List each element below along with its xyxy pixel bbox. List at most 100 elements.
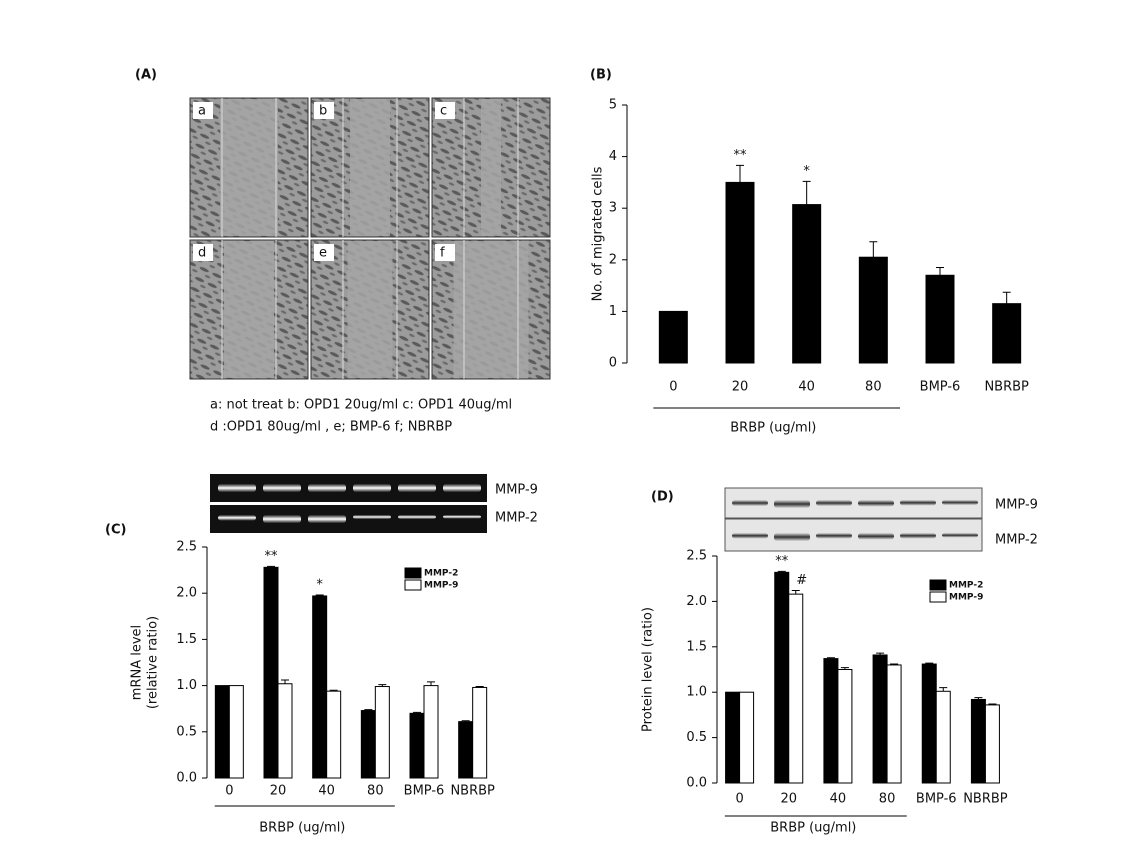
blot-band [858, 500, 894, 507]
blot-band [732, 533, 768, 539]
y-tick-label: 2.5 [686, 549, 707, 564]
bar [725, 181, 755, 364]
error-bar [840, 667, 849, 670]
error-bar [736, 164, 744, 183]
significance-mark: * [316, 578, 323, 593]
y-axis-label: Protein level (ratio) [641, 607, 656, 732]
x-group-label: BRBP (ug/ml) [770, 821, 856, 836]
bar [725, 691, 741, 784]
error-bar [413, 711, 421, 714]
blot-band [774, 533, 810, 541]
error-bar [826, 657, 835, 659]
y-tick-label: 2 [609, 252, 617, 267]
bar [788, 593, 804, 784]
panel-label: (D) [651, 490, 674, 505]
significance-mark: ** [734, 148, 748, 163]
error-bar [1002, 291, 1011, 304]
x-tick-label: NBRBP [450, 784, 495, 799]
micrographs: a b c d e f [189, 97, 551, 380]
wound-gap [350, 99, 390, 236]
x-tick-label: 80 [879, 792, 896, 807]
y-tick-label: 0.5 [686, 730, 707, 745]
error-bar [876, 652, 885, 655]
x-tick-label: BMP-6 [920, 380, 961, 395]
blot-band [816, 500, 852, 506]
x-group-label: BRBP (ug/ml) [259, 821, 345, 836]
legend-swatch [404, 579, 422, 591]
bar [277, 683, 293, 779]
label-box [435, 244, 455, 261]
blot-band [900, 500, 936, 506]
gel-band [443, 515, 481, 519]
legend-label: MMP-9 [949, 593, 983, 603]
bar [458, 721, 474, 779]
panel-label: (A) [135, 68, 157, 83]
wound-gap [347, 241, 393, 378]
gel-band [353, 515, 391, 519]
bar [886, 664, 902, 784]
x-tick-label: 20 [780, 792, 797, 807]
bar [872, 654, 888, 784]
error-bar [475, 686, 484, 688]
image-label: a [198, 104, 206, 119]
blot-band [942, 500, 978, 505]
bar [774, 571, 790, 784]
image-label: c [440, 104, 447, 119]
error-bar [329, 689, 338, 692]
x-tick-label: 20 [270, 784, 287, 799]
y-tick-label: 3 [609, 201, 617, 216]
legend-swatch [929, 591, 947, 603]
y-axis-label: No. of migrated cells [591, 166, 606, 301]
y-tick-label: 1.5 [176, 632, 197, 647]
gel-band [218, 484, 256, 492]
x-tick-label: BMP-6 [404, 784, 445, 799]
gel-band [443, 484, 481, 492]
legend-label: MMP-2 [949, 581, 983, 591]
y-tick-label: 1.0 [686, 685, 707, 700]
wound-gap [481, 99, 501, 236]
y-tick-label: 2.5 [176, 540, 197, 555]
significance-mark: ** [265, 549, 279, 564]
x-tick-label: BMP-6 [916, 792, 957, 807]
gel-band [263, 515, 301, 523]
x-tick-label: 40 [318, 784, 335, 799]
bar [472, 686, 488, 779]
y-tick-label: 1 [609, 304, 617, 319]
y-axis-label: (relative ratio) [146, 616, 161, 709]
blot-band [816, 533, 852, 539]
blot [724, 487, 983, 552]
significance-mark: ** [775, 554, 789, 569]
legend-swatch [929, 579, 947, 591]
error-bar [936, 267, 944, 276]
y-tick-label: 5 [609, 98, 617, 113]
blot-band [900, 533, 936, 539]
image-label: b [319, 104, 327, 119]
caption: d :OPD1 80ug/ml , e; BMP-6 f; NBRBP [210, 420, 452, 435]
error-bar [890, 663, 899, 665]
error-bar [315, 594, 324, 596]
label-box [314, 244, 334, 261]
x-tick-label: NBRBP [963, 792, 1008, 807]
significance-mark: * [803, 164, 810, 179]
bar [739, 691, 755, 784]
image-label: e [319, 246, 327, 261]
bar [792, 204, 822, 364]
gel-lane-label: MMP-9 [995, 498, 1038, 513]
gel-band [218, 515, 256, 521]
bar [312, 595, 328, 779]
gel-lane-label: MMP-2 [995, 533, 1038, 548]
legend-label: MMP-9 [424, 581, 458, 591]
bar [263, 566, 279, 779]
error-bar [281, 679, 289, 684]
error-bar [461, 720, 470, 722]
bar [360, 710, 376, 779]
bar [858, 256, 888, 364]
gel-band [398, 484, 436, 492]
panel-label: (B) [590, 68, 612, 83]
x-tick-label: 80 [367, 784, 384, 799]
gel-band [308, 484, 346, 492]
bar [423, 685, 439, 779]
y-tick-label: 4 [609, 149, 617, 164]
significance-mark: # [796, 573, 807, 588]
error-bar [267, 565, 275, 568]
